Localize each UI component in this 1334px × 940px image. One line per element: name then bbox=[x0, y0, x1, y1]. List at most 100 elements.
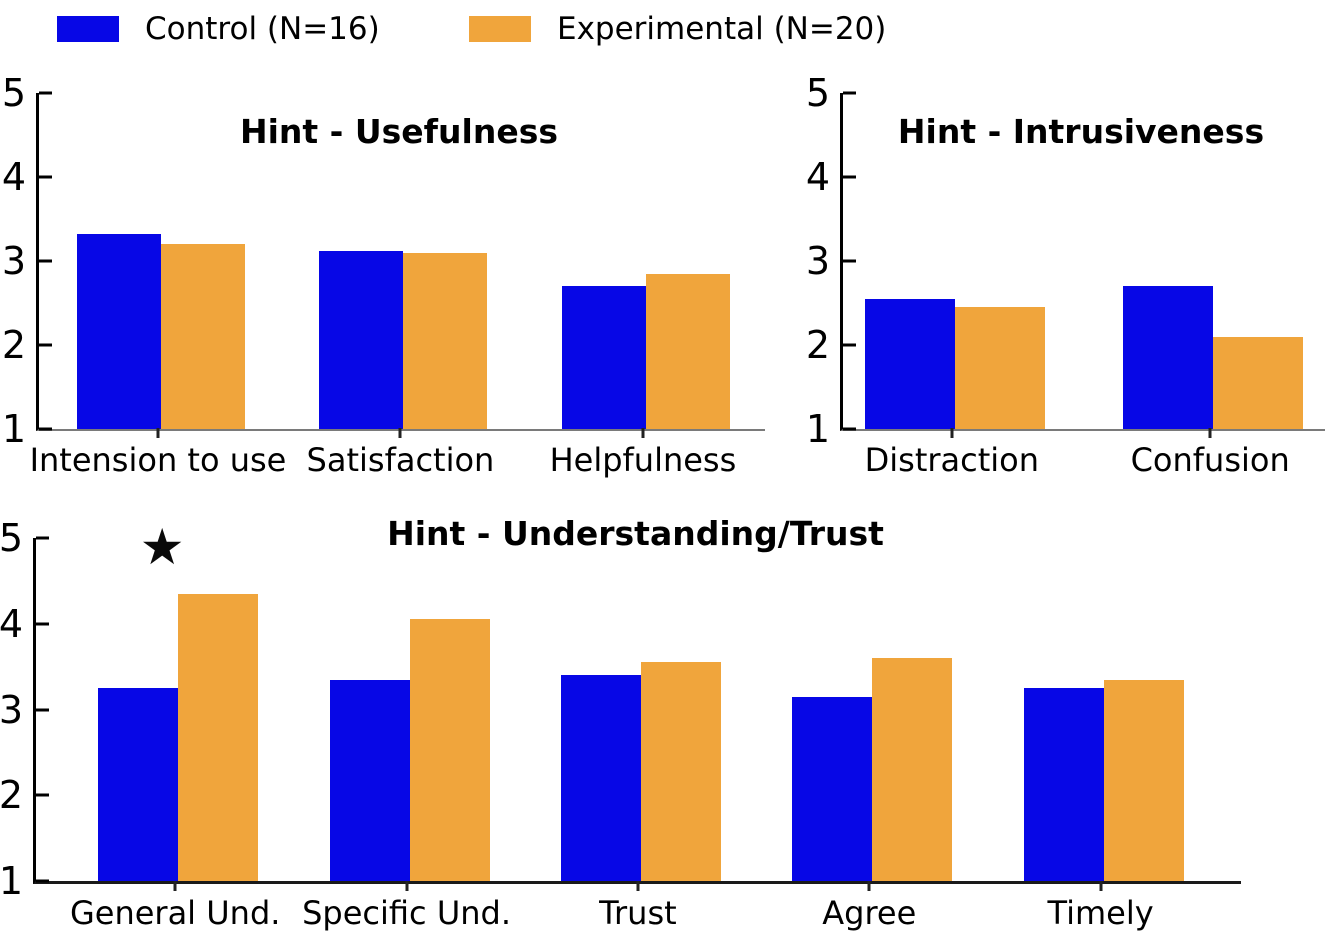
x-axis-label-satisfaction: Satisfaction bbox=[306, 441, 495, 479]
y-tick-mark-5 bbox=[36, 536, 49, 540]
chart-title-understanding-trust: Hint - Understanding/Trust bbox=[387, 514, 884, 553]
bar-experimental-general-und bbox=[178, 593, 259, 881]
legend-swatch-control bbox=[57, 16, 119, 43]
x-axis-label-distraction: Distraction bbox=[864, 441, 1040, 479]
x-tick-mark-trust bbox=[636, 881, 640, 891]
legend-item-control: Control (N=16) bbox=[57, 12, 380, 46]
y-tick-mark-1 bbox=[36, 879, 49, 883]
bar-group-intension-to-use bbox=[76, 93, 245, 429]
x-tick-mark-general-und bbox=[173, 881, 177, 891]
bar-control-trust bbox=[560, 675, 641, 881]
x-tick-mark-distraction bbox=[950, 428, 954, 438]
x-tick-mark-confusion bbox=[1208, 428, 1212, 438]
x-axis-labels-usefulness: Intension to use Satisfaction Helpfulness bbox=[30, 428, 762, 491]
y-tick-label-4: 4 bbox=[805, 155, 830, 199]
bar-control-general-und bbox=[98, 688, 179, 881]
x-axis-labels-intrusiveness: Distraction Confusion bbox=[840, 428, 1322, 491]
bar-group-distraction bbox=[864, 93, 1045, 429]
y-tick-label-1: 1 bbox=[0, 859, 23, 903]
bar-experimental-timely bbox=[1103, 679, 1184, 881]
x-axis-label-timely: Timely bbox=[1047, 894, 1154, 932]
y-tick-mark-3 bbox=[843, 259, 856, 263]
bar-groups-usefulness bbox=[39, 93, 765, 429]
x-tick-mark-intension-to-use bbox=[156, 428, 160, 438]
bar-experimental-confusion bbox=[1213, 336, 1304, 429]
y-axis-understanding-trust: 1 2 3 4 5 bbox=[0, 519, 33, 900]
plot-area-intrusiveness bbox=[840, 91, 1325, 431]
chart-title-intrusiveness: Hint - Intrusiveness bbox=[897, 112, 1265, 151]
bar-control-specific-und bbox=[329, 679, 410, 881]
y-tick-label-5: 5 bbox=[0, 516, 23, 560]
legend-swatch-experimental bbox=[469, 16, 531, 43]
bar-group-agree bbox=[792, 538, 953, 881]
bar-groups-intrusiveness bbox=[843, 93, 1325, 429]
x-tick-mark-specific-und bbox=[405, 881, 409, 891]
y-tick-label-3: 3 bbox=[1, 239, 26, 283]
x-tick-mark-timely bbox=[1099, 881, 1103, 891]
y-tick-label-2: 2 bbox=[0, 773, 23, 818]
bar-experimental-satisfaction bbox=[403, 252, 488, 429]
bar-control-distraction bbox=[864, 298, 955, 429]
y-tick-mark-3 bbox=[39, 259, 52, 263]
legend-label-control: Control (N=16) bbox=[145, 11, 380, 47]
x-axis-label-confusion: Confusion bbox=[1130, 441, 1290, 479]
bar-group-confusion bbox=[1123, 93, 1304, 429]
bar-groups-understanding-trust bbox=[36, 538, 1241, 881]
y-tick-label-2: 2 bbox=[805, 323, 830, 367]
significance-star-icon: ★ bbox=[139, 517, 185, 576]
bar-experimental-trust bbox=[640, 662, 721, 881]
x-axis-label-agree: Agree bbox=[822, 894, 917, 932]
bar-experimental-helpfulness bbox=[645, 274, 730, 429]
bar-experimental-intension-to-use bbox=[160, 244, 245, 429]
y-tick-mark-3 bbox=[36, 708, 49, 711]
bar-group-timely bbox=[1023, 538, 1184, 881]
y-tick-mark-4 bbox=[36, 622, 49, 626]
plot-area-understanding-trust: ★ bbox=[33, 522, 1241, 884]
x-axis-label-specific-und: Specific Und. bbox=[302, 894, 511, 932]
bar-experimental-agree bbox=[872, 658, 953, 881]
bar-control-satisfaction bbox=[319, 250, 404, 429]
bar-control-intension-to-use bbox=[76, 234, 161, 429]
y-tick-label-4: 4 bbox=[0, 601, 23, 646]
legend-item-experimental: Experimental (N=20) bbox=[469, 12, 886, 46]
x-axis-label-helpfulness: Helpfulness bbox=[549, 441, 737, 479]
x-tick-mark-helpfulness bbox=[641, 428, 645, 438]
y-tick-label-1: 1 bbox=[1, 407, 26, 451]
y-tick-mark-2 bbox=[39, 343, 52, 347]
y-tick-mark-1 bbox=[843, 427, 856, 431]
x-axis-label-intension-to-use: Intension to use bbox=[29, 441, 287, 479]
y-tick-mark-5 bbox=[843, 91, 856, 95]
legend-label-experimental: Experimental (N=20) bbox=[557, 11, 887, 47]
y-tick-mark-1 bbox=[39, 427, 52, 431]
bar-control-agree bbox=[792, 696, 873, 881]
bar-group-specific-und bbox=[329, 538, 490, 881]
y-tick-mark-5 bbox=[39, 91, 52, 95]
y-tick-label-5: 5 bbox=[1, 71, 26, 115]
y-tick-label-3: 3 bbox=[0, 687, 23, 732]
x-axis-labels-understanding-trust: General Und. Specific Und. Trust Agree Timel… bbox=[33, 881, 1238, 940]
y-axis-intrusiveness: 1 2 3 4 5 bbox=[792, 74, 840, 448]
x-tick-mark-satisfaction bbox=[398, 428, 402, 438]
y-tick-mark-4 bbox=[843, 175, 856, 179]
y-tick-label-2: 2 bbox=[1, 323, 26, 367]
bar-control-helpfulness bbox=[561, 286, 646, 429]
y-tick-label-3: 3 bbox=[805, 239, 830, 283]
y-tick-mark-2 bbox=[36, 793, 49, 797]
y-tick-label-5: 5 bbox=[805, 71, 830, 115]
bar-control-confusion bbox=[1123, 286, 1214, 429]
y-tick-mark-4 bbox=[39, 175, 52, 179]
bar-experimental-specific-und bbox=[409, 619, 490, 881]
y-axis-usefulness: 1 2 3 4 5 bbox=[0, 74, 36, 448]
bar-group-satisfaction bbox=[319, 93, 488, 429]
bar-control-timely bbox=[1023, 688, 1104, 881]
x-tick-mark-agree bbox=[867, 881, 871, 891]
x-axis-label-general-und: General Und. bbox=[69, 894, 281, 932]
bar-group-general-und bbox=[98, 538, 259, 881]
x-axis-label-trust: Trust bbox=[599, 894, 677, 932]
y-tick-label-1: 1 bbox=[805, 407, 830, 451]
chart-title-usefulness: Hint - Usefulness bbox=[239, 112, 558, 151]
